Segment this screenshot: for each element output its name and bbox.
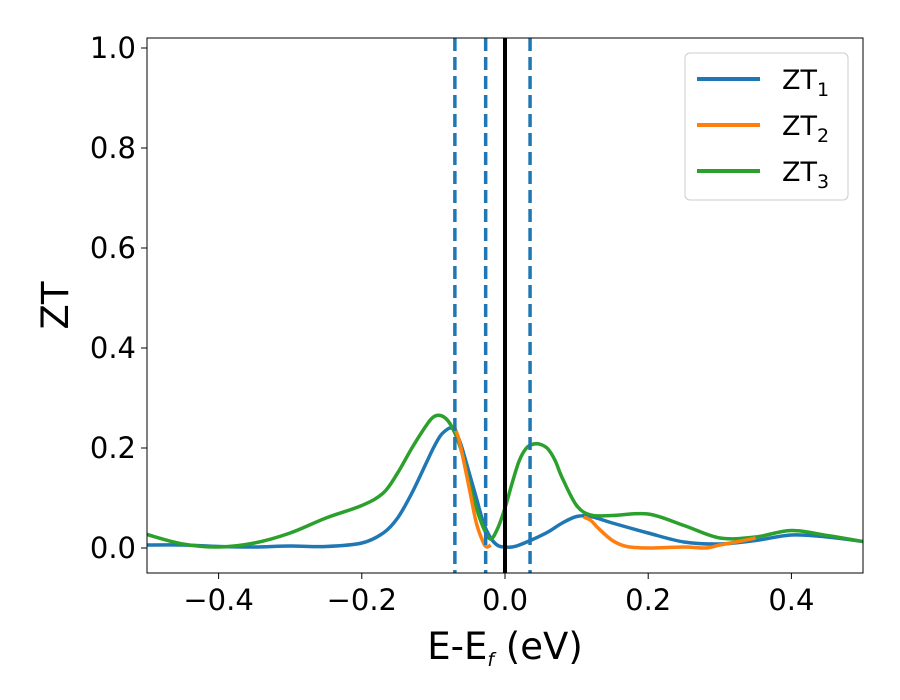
x-tick-label: 0.0	[482, 583, 528, 617]
y-tick-label: 0.4	[90, 331, 136, 365]
legend-box	[684, 52, 849, 201]
legend-entry-2: ZT2	[782, 111, 829, 147]
y-tick-label: 1.0	[90, 31, 136, 65]
x-tick-label: −0.4	[183, 583, 253, 617]
series-line-1	[147, 426, 863, 549]
y-tick-label: 0.8	[90, 131, 136, 165]
y-axis-label: ZT	[34, 281, 77, 329]
x-axis-label-main: E-E	[427, 625, 487, 668]
y-tick-label: 0.0	[90, 531, 136, 565]
x-tick-label: 0.4	[768, 583, 814, 617]
legend-entry-1: ZT1	[782, 65, 829, 101]
x-axis-label-unit: (eV)	[494, 625, 583, 668]
series-line-2	[453, 427, 492, 549]
x-tick-label: 0.2	[625, 583, 671, 617]
y-tick-label: 0.2	[90, 431, 136, 465]
y-tick-label: 0.6	[90, 231, 136, 265]
series-line-3	[147, 413, 863, 549]
x-tick-label: −0.2	[327, 583, 397, 617]
series-line-2-segment-2	[582, 515, 756, 550]
series-layer	[147, 413, 863, 550]
y-axis: 0.0 0.2 0.4 0.6 0.8 1.0	[90, 31, 147, 565]
x-axis-label: E-Ef (eV)	[427, 625, 583, 671]
x-axis-label-subscript: f	[487, 649, 497, 671]
legend-entry-3: ZT3	[782, 157, 829, 193]
legend: ZT1 ZT2 ZT3	[684, 52, 849, 201]
reference-lines-layer	[453, 38, 532, 573]
x-axis: −0.4 −0.2 0.0 0.2 0.4	[183, 573, 814, 617]
